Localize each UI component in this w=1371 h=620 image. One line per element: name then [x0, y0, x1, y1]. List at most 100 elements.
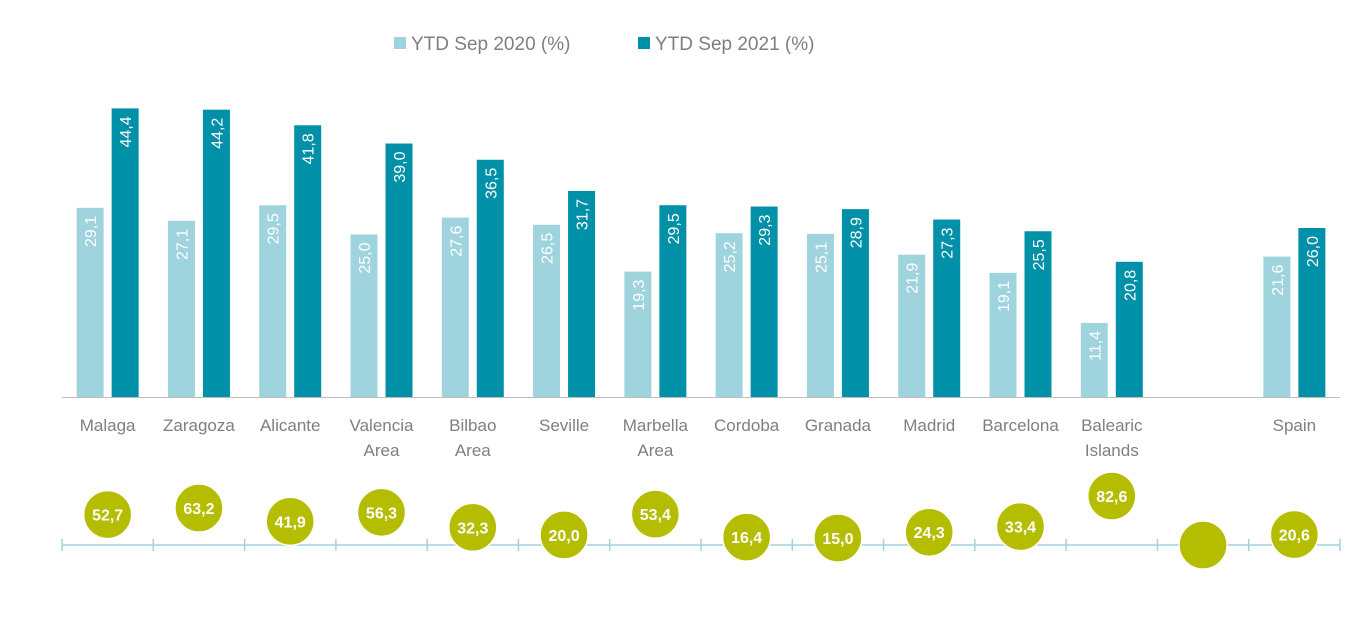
bar-value-label: 36,5 — [483, 168, 500, 199]
bar-1-8 — [806, 233, 834, 397]
bar-2-8 — [841, 209, 869, 397]
bubble — [1269, 509, 1320, 560]
bubble — [630, 489, 681, 539]
x-tick-label: Spain — [1273, 416, 1316, 435]
bubble-value-label: 32,3 — [457, 520, 488, 537]
bar-value-label: 25,5 — [1031, 239, 1048, 270]
bar-2-4 — [476, 159, 504, 397]
bubble-value-label: 24,3 — [914, 525, 945, 542]
bar-value-label: 21,9 — [905, 263, 922, 294]
bar-1-6 — [624, 271, 652, 397]
bubble — [1178, 520, 1228, 570]
bar-value-label: 29,3 — [757, 214, 774, 245]
bubble — [174, 483, 224, 533]
bar-value-label: 25,0 — [357, 242, 374, 273]
bar-value-label: 26,5 — [540, 233, 557, 264]
bubble-value-label: 15,0 — [822, 531, 853, 548]
x-tick-label: Alicante — [260, 416, 320, 435]
bubble-value-label: 52,7 — [92, 508, 123, 525]
bar-2-1 — [202, 109, 230, 397]
bubble-value-label: 33,4 — [1005, 520, 1036, 537]
bars: 29,1 44,4 27,1 44,2 29,5 41,8 25,0 39,0 27,6 36,5… — [76, 108, 1326, 398]
x-tick-label: Valencia Area — [350, 416, 414, 460]
bar-1-4 — [441, 217, 469, 397]
bubble-value-label: 20,6 — [1279, 528, 1310, 545]
bubbles: 52,7 63,2 41,9 56,3 32,3 20,0 53,4 16,4 15,0 24,3… — [82, 471, 1320, 570]
bar-1-9 — [898, 254, 926, 397]
bar-2-13 — [1298, 228, 1326, 397]
bar-2-6 — [659, 205, 687, 397]
bar-value-label: 27,3 — [940, 227, 957, 258]
bar-value-label: 29,5 — [266, 213, 283, 244]
bar-2-5 — [568, 190, 596, 397]
legend-swatch-2 — [638, 37, 650, 49]
x-tick-label: Zaragoza — [163, 416, 235, 435]
bar-value-label: 41,8 — [301, 133, 318, 164]
bubble-value-label: 82,6 — [1096, 489, 1127, 506]
bubble — [995, 501, 1046, 552]
bubble-value-label: 20,0 — [549, 528, 580, 545]
x-tick-label: Malaga — [80, 416, 136, 435]
bar-1-5 — [533, 224, 561, 397]
x-tick-label: Barcelona — [982, 416, 1059, 435]
bar-value-label: 25,1 — [813, 242, 830, 273]
bubble-value-label: 41,9 — [275, 514, 306, 531]
bubble-value-label: 56,3 — [366, 505, 397, 522]
bar-2-3 — [385, 143, 413, 397]
x-tick-label: Seville — [539, 416, 589, 435]
bubble-value-label: 53,4 — [640, 507, 671, 524]
x-tick-label: Marbella Area — [623, 416, 689, 460]
bubble-axis — [61, 539, 1341, 551]
bar-1-7 — [715, 233, 743, 397]
bar-2-0 — [111, 108, 139, 398]
x-tick-label: Balearic Islands — [1081, 416, 1143, 460]
bar-value-label: 44,4 — [118, 116, 135, 147]
bar-1-2 — [259, 205, 287, 397]
bubble — [265, 496, 315, 547]
legend-swatch-1 — [394, 37, 406, 49]
bar-value-label: 28,9 — [848, 217, 865, 248]
bar-1-1 — [167, 220, 195, 397]
bar-value-label: 27,1 — [174, 229, 191, 260]
bar-value-label: 29,1 — [83, 216, 100, 247]
bar-1-3 — [350, 234, 378, 397]
bar-value-label: 19,1 — [996, 281, 1013, 312]
bubble-value-label: 16,4 — [731, 530, 762, 547]
bar-2-7 — [750, 206, 778, 397]
bar-2-9 — [933, 219, 961, 397]
bubble — [356, 487, 407, 538]
bar-value-label: 20,8 — [1122, 270, 1139, 301]
bar-value-label: 27,6 — [448, 225, 465, 256]
bar-value-label: 21,6 — [1270, 264, 1287, 295]
bar-2-10 — [1024, 231, 1052, 397]
bubble — [82, 489, 133, 540]
bubble — [721, 512, 772, 562]
bubble-value-label: 63,2 — [183, 501, 214, 518]
x-tick-label: Cordoba — [714, 416, 780, 435]
x-tick-label: Madrid — [903, 416, 955, 435]
x-axis: Malaga Zaragoza Alicante Valencia Area Bilbao… — [62, 397, 1340, 460]
legend-label-1: YTD Sep 2020 (%) — [411, 34, 570, 55]
bar-2-2 — [294, 125, 322, 398]
bar-value-label: 26,0 — [1305, 236, 1322, 267]
bubble — [539, 510, 589, 560]
bar-value-label: 11,4 — [1087, 331, 1104, 361]
bubble — [1087, 471, 1137, 521]
bar-value-label: 31,7 — [575, 199, 592, 230]
bar-value-label: 29,5 — [666, 213, 683, 244]
bar-value-label: 39,0 — [392, 151, 409, 182]
x-tick-label: Bilbao Area — [449, 416, 496, 460]
bar-1-11 — [1080, 322, 1108, 397]
bubble — [448, 502, 498, 553]
bar-1-13 — [1263, 256, 1291, 397]
bar-value-label: 44,2 — [209, 118, 226, 149]
bar-2-11 — [1115, 261, 1143, 397]
bubble — [904, 507, 954, 557]
bar-1-10 — [989, 272, 1017, 397]
bar-value-label: 25,2 — [722, 241, 739, 272]
bar-1-0 — [76, 207, 104, 397]
bar-value-label: 19,3 — [631, 279, 648, 310]
bubble — [813, 513, 863, 563]
legend: YTD Sep 2020 (%) YTD Sep 2021 (%) — [394, 34, 814, 55]
